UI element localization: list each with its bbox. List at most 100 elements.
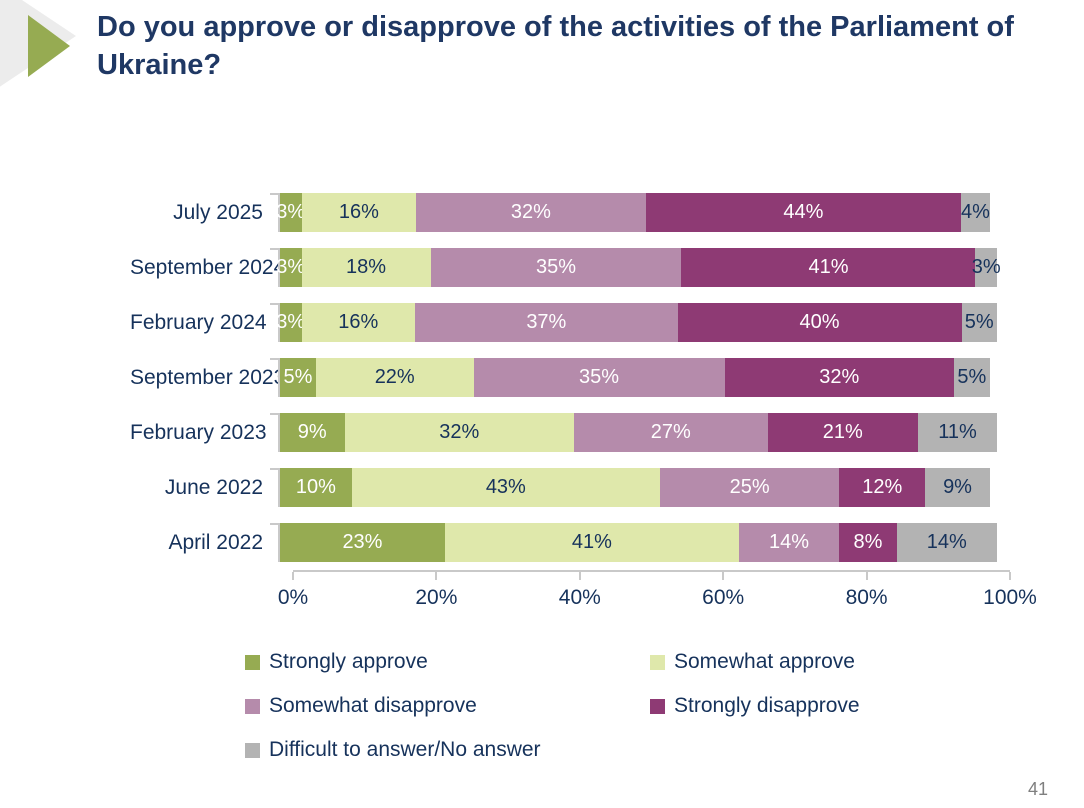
bar-segment: 5% <box>961 303 997 342</box>
segment-value-label: 35% <box>536 256 577 278</box>
legend-item: Somewhat disapprove <box>245 694 650 718</box>
category-label: September 2023 <box>130 365 286 389</box>
y-axis-tick <box>270 358 278 360</box>
bar-track: 3% 16% 32% 44% 4% <box>270 193 997 232</box>
bar-row: February 2023 9% 32% 27% 21% 11% <box>130 405 997 460</box>
segment-value-label: 23% <box>342 531 383 553</box>
segment-value-label: 32% <box>819 366 860 388</box>
x-axis-tick-label: 0% <box>277 586 309 609</box>
bar-segment: 22% <box>315 358 474 397</box>
segment-value-label: 32% <box>510 201 551 223</box>
bar-row: February 2024 3% 16% 37% 40% 5% <box>130 295 997 350</box>
stacked-bar: 5% 22% 35% 32% 5% <box>280 358 997 397</box>
bar-track: 9% 32% 27% 21% 11% <box>270 413 997 452</box>
bar-segment: 40% <box>677 303 962 342</box>
bar-segment: 37% <box>415 303 678 342</box>
stacked-bar: 23% 41% 14% 8% 14% <box>280 523 997 562</box>
chart-legend: Strongly approve Somewhat approve Somewhat… <box>245 650 860 762</box>
y-axis-tick <box>270 303 278 305</box>
bar-segment: 10% <box>280 468 352 507</box>
bar-track: 3% 18% 35% 41% 3% <box>270 248 1001 287</box>
segment-value-label: 11% <box>938 421 977 443</box>
segment-value-label: 22% <box>374 366 415 388</box>
bar-segment: 32% <box>724 358 954 397</box>
bar-segment: 23% <box>280 523 445 562</box>
y-axis-tick <box>270 193 278 195</box>
bar-segment: 27% <box>573 413 768 452</box>
x-axis-tick <box>722 572 725 580</box>
segment-value-label: 41% <box>571 531 612 553</box>
bar-track: 10% 43% 25% 12% 9% <box>270 468 997 507</box>
x-axis: 0% 20% 40% 60% 80% 100% <box>278 570 1037 610</box>
category-label: July 2025 <box>173 200 263 224</box>
legend-swatch-icon <box>245 654 260 670</box>
bar-segment: 35% <box>430 248 682 287</box>
stacked-bar-chart: July 2025 3% 16% 32% 44% 4% September 2024 3% 18… <box>130 185 1001 570</box>
x-axis-tick-label: 60% <box>702 586 745 609</box>
legend-item: Strongly approve <box>245 650 650 674</box>
bar-track: 5% 22% 35% 32% 5% <box>270 358 997 397</box>
segment-value-label: 16% <box>338 311 379 333</box>
y-axis-tick <box>270 523 278 525</box>
bar-segment: 18% <box>301 248 431 287</box>
bar-segment: 5% <box>280 358 316 397</box>
segment-value-label: 37% <box>526 311 567 333</box>
x-axis-tick <box>435 572 438 580</box>
category-label: April 2022 <box>168 530 263 554</box>
bar-segment: 4% <box>961 193 990 232</box>
segment-value-label: 9% <box>297 421 327 443</box>
bar-segment: 43% <box>351 468 660 507</box>
bar-segment: 8% <box>839 523 897 562</box>
bar-segment: 5% <box>953 358 990 397</box>
legend-label: Strongly approve <box>269 650 428 673</box>
category-label: June 2022 <box>164 475 263 499</box>
bar-row: September 2023 5% 22% 35% 32% 5% <box>130 350 997 405</box>
legend-label: Strongly disapprove <box>674 694 860 717</box>
bar-track: 23% 41% 14% 8% 14% <box>270 523 997 562</box>
bar-track: 3% 16% 37% 40% 5% <box>270 303 997 342</box>
segment-value-label: 16% <box>338 201 379 223</box>
y-axis-tick <box>270 248 278 250</box>
bar-segment: 44% <box>645 193 962 232</box>
x-axis-tick <box>578 572 581 580</box>
bar-segment: 21% <box>767 413 919 452</box>
segment-value-label: 41% <box>808 256 849 278</box>
segment-value-label: 27% <box>650 421 691 443</box>
legend-swatch-icon <box>245 742 260 758</box>
bar-segment: 14% <box>738 523 840 562</box>
bar-segment: 12% <box>839 468 926 507</box>
bar-segment: 41% <box>681 248 976 287</box>
x-axis-tick <box>1009 572 1011 580</box>
x-axis-tick-label: 20% <box>415 586 458 609</box>
legend-swatch-icon <box>650 654 665 670</box>
legend-swatch-icon <box>245 698 260 714</box>
legend-label: Somewhat disapprove <box>269 694 477 717</box>
segment-value-label: 32% <box>439 421 480 443</box>
segment-value-label: 3% <box>276 311 306 333</box>
segment-value-label: 25% <box>729 476 770 498</box>
bar-segment: 32% <box>416 193 646 232</box>
segment-value-label: 9% <box>943 476 972 498</box>
stacked-bar: 9% 32% 27% 21% 11% <box>280 413 997 452</box>
bar-segment: 3% <box>276 193 305 232</box>
stacked-bar: 3% 16% 37% 40% 5% <box>276 303 997 342</box>
segment-value-label: 5% <box>964 311 994 333</box>
bar-segment: 3% <box>276 303 305 342</box>
bar-segment: 11% <box>918 413 997 452</box>
segment-value-label: 4% <box>961 201 990 223</box>
x-axis-tick-label: 40% <box>558 586 601 609</box>
legend-item: Strongly disapprove <box>650 694 860 718</box>
stacked-bar: 10% 43% 25% 12% 9% <box>280 468 997 507</box>
segment-value-label: 43% <box>485 476 526 498</box>
bar-segment: 41% <box>444 523 739 562</box>
segment-value-label: 21% <box>822 421 863 443</box>
x-axis-tick <box>865 572 868 580</box>
segment-value-label: 3% <box>276 201 306 223</box>
y-axis-tick <box>270 413 278 415</box>
category-label: September 2024 <box>130 255 286 279</box>
x-axis-tick-label: 100% <box>983 586 1037 609</box>
bar-row: July 2025 3% 16% 32% 44% 4% <box>130 185 997 240</box>
bar-segment: 16% <box>301 193 417 232</box>
bar-row: April 2022 23% 41% 14% 8% 14% <box>130 515 997 570</box>
